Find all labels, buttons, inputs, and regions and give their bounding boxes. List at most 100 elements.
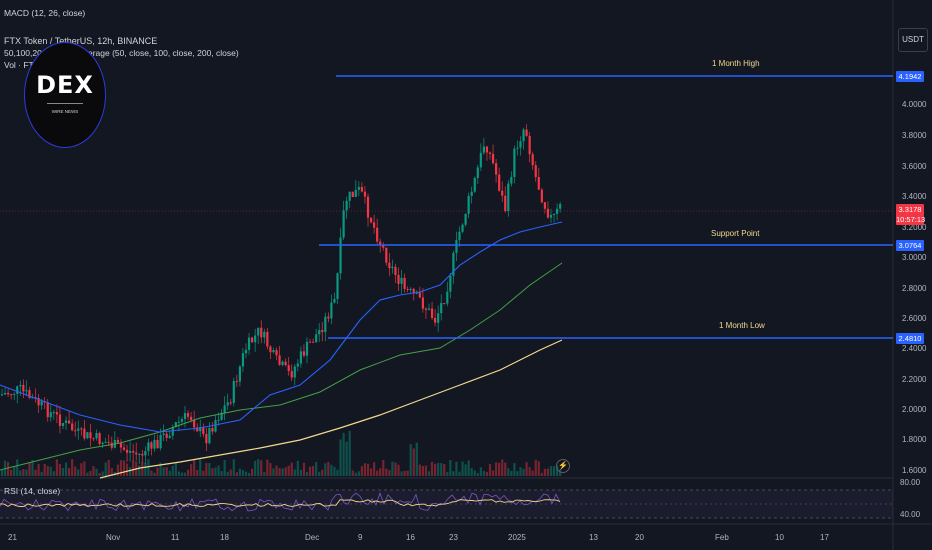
candle-body [168, 435, 171, 438]
candle-body [312, 341, 315, 343]
volume-bar [464, 464, 467, 476]
candle-body [251, 337, 254, 343]
volume-bar [10, 469, 13, 476]
volume-bar [440, 463, 443, 476]
volume-bar [354, 472, 357, 476]
candle-body [95, 433, 98, 439]
time-axis-label: 9 [358, 533, 363, 542]
candle-body [7, 392, 10, 395]
price-axis-label: 2.8000 [902, 284, 927, 293]
candle-body [418, 291, 421, 298]
volume-bar [122, 460, 126, 476]
volume-bar [293, 469, 296, 476]
candle-body [10, 394, 13, 396]
candle-body [244, 349, 248, 354]
candle-body [394, 266, 397, 275]
candle-body [19, 384, 22, 387]
volume-bar [552, 466, 556, 476]
volume-bar [46, 466, 49, 476]
candle-body [269, 346, 272, 353]
ma-legend[interactable]: 50,100,200 Moving Average (50, close, 10… [4, 48, 239, 58]
volume-bar [467, 460, 470, 476]
volume-bar [434, 463, 437, 476]
lightning-icon[interactable]: ⚡ [556, 459, 570, 473]
candle-body [455, 240, 458, 253]
volume-bar [165, 467, 168, 476]
volume-bar [278, 468, 281, 476]
volume-bar [330, 464, 333, 476]
candle-body [369, 217, 373, 223]
volume-bar [418, 464, 421, 476]
candle-body [482, 146, 485, 153]
price-axis-label: 1.8000 [902, 435, 927, 444]
candle-body [199, 426, 202, 432]
candle-body [64, 420, 68, 424]
currency-button[interactable]: USDT [898, 28, 928, 52]
volume-bar [363, 463, 367, 476]
symbol-legend[interactable]: FTX Token / TetherUS, 12h, BINANCE [4, 36, 158, 46]
volume-legend[interactable]: Vol · FTT [4, 60, 39, 70]
volume-bar [299, 469, 302, 476]
volume-bar [156, 467, 159, 476]
rsi-legend[interactable]: RSI (14, close) [4, 486, 61, 496]
candle-body [397, 274, 400, 284]
volume-bar [312, 466, 315, 476]
candle-body [336, 273, 339, 299]
candle-body [348, 191, 351, 201]
candle-body [556, 208, 559, 214]
price-axis-label: 2.2000 [902, 375, 927, 384]
candle-body [284, 361, 287, 366]
candle-body [427, 308, 431, 310]
candle-body [89, 432, 92, 439]
volume-bar [458, 471, 461, 476]
volume-bar [83, 461, 86, 476]
candle-body [400, 277, 403, 284]
price-axis-label: 3.6000 [902, 162, 927, 171]
price-axis-label: 2.4000 [902, 344, 927, 353]
candle-body [247, 337, 251, 350]
candle-body [211, 428, 214, 432]
rsi-line [0, 492, 561, 512]
volume-bar [485, 472, 489, 476]
volume-bar [16, 459, 19, 476]
volume-bar [482, 470, 485, 476]
volume-bar [516, 471, 519, 476]
candle-body [122, 447, 126, 450]
candle-body [275, 350, 278, 356]
volume-bar [446, 472, 449, 476]
volume-bar [40, 471, 43, 476]
month-high-label: 1 Month High [712, 59, 760, 68]
volume-bar [55, 459, 58, 476]
volume-bar [382, 460, 385, 476]
volume-bar [443, 464, 446, 476]
volume-bar [379, 468, 382, 476]
volume-bar [205, 463, 208, 476]
volume-bar [251, 468, 254, 476]
volume-bar [0, 469, 4, 476]
candle-body [193, 420, 196, 428]
volume-bar [235, 472, 238, 476]
volume-bar [437, 462, 440, 476]
candle-body [25, 390, 28, 392]
candle-body [55, 412, 58, 415]
volume-bar [49, 466, 52, 476]
ma50-line [0, 221, 563, 433]
countdown-tag: 10:57:13 [896, 214, 926, 225]
candle-body [552, 213, 556, 215]
volume-bar [430, 461, 434, 476]
candle-body [525, 129, 528, 136]
volume-bar [409, 444, 412, 476]
candle-body [345, 200, 348, 211]
candle-body [510, 176, 513, 184]
time-axis-label: 18 [220, 533, 229, 542]
candle-body [412, 288, 415, 294]
candle-body [13, 393, 16, 395]
candle-body [333, 298, 336, 303]
candle-body [116, 440, 119, 443]
macd-legend[interactable]: MACD (12, 26, close) [4, 8, 86, 18]
volume-bar [37, 463, 40, 476]
candle-body [443, 303, 446, 305]
candle-body [52, 412, 55, 414]
candle-body [330, 302, 333, 319]
